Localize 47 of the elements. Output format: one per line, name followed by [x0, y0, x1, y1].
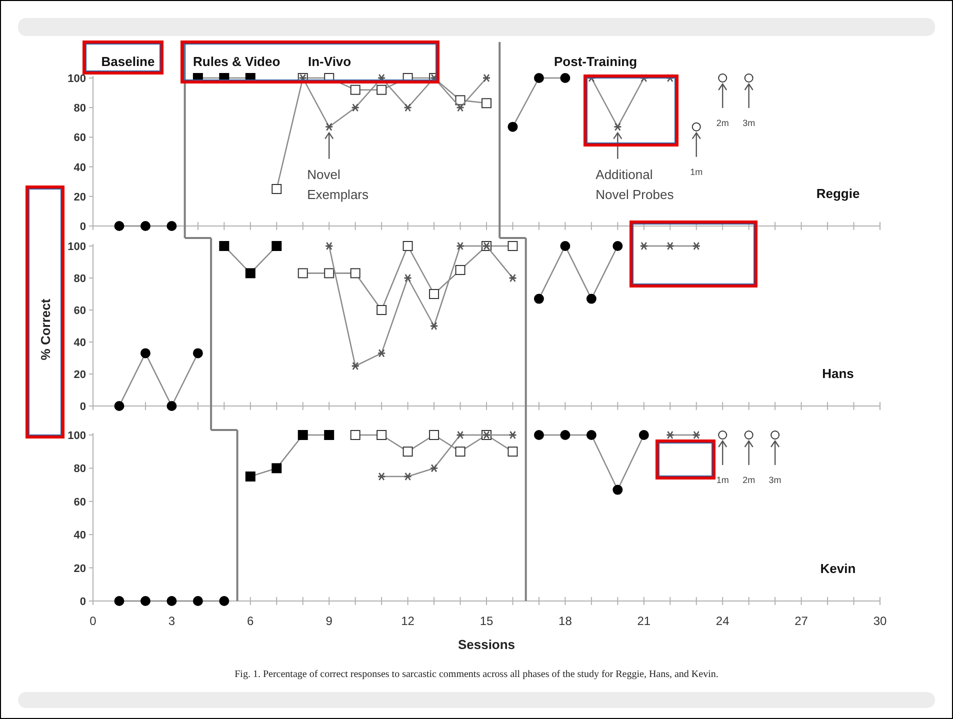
x-tick-label: 3	[168, 614, 176, 628]
text: Kevin	[820, 561, 856, 576]
x-tick-label: 27	[794, 614, 808, 628]
x-tick-label: 18	[558, 614, 572, 628]
annotation: 1m	[716, 475, 729, 485]
text: Reggie	[816, 186, 860, 201]
y-tick-label: 60	[74, 496, 86, 508]
y-tick-label: 0	[80, 596, 86, 608]
y-tick-label: 80	[74, 273, 86, 285]
y-tick-label: 80	[74, 102, 86, 115]
x-axis-title: Sessions	[458, 637, 516, 652]
y-tick-label: 0	[80, 401, 86, 413]
annotation: 3m	[768, 475, 782, 485]
annotation: 2m	[742, 475, 756, 485]
y-tick-label: 80	[74, 463, 86, 476]
annotation: 2m	[716, 118, 729, 128]
annotation: 1m	[690, 166, 703, 177]
x-tick-label: 12	[401, 614, 415, 628]
annotation: 3m	[742, 118, 756, 128]
y-tick-label: 20	[74, 191, 86, 204]
text: Rules & Video	[193, 54, 280, 69]
caption: Fig. 1. Percentage of correct responses to sarcastic comments across all phases of the study for Reggie, Hans, and Kevin.	[234, 669, 718, 680]
x-tick-label: 0	[90, 614, 97, 628]
y-tick-label: 100	[68, 430, 86, 442]
y-tick-label: 40	[74, 162, 86, 174]
text: In-Vivo	[308, 54, 352, 69]
y-tick-label: 60	[74, 132, 86, 144]
y-tick-label: 40	[74, 530, 86, 542]
text: Baseline	[101, 54, 155, 69]
text: Post-Training	[554, 54, 638, 69]
y-axis-title: % Correct	[38, 298, 53, 360]
y-tick-label: 20	[74, 562, 86, 575]
y-tick-label: 20	[74, 369, 86, 381]
y-tick-label: 0	[80, 221, 86, 233]
annotation: Novel Exemplars	[307, 166, 370, 202]
text: Hans	[822, 366, 854, 381]
x-tick-label: 21	[637, 614, 651, 628]
y-tick-label: 40	[74, 337, 86, 349]
x-tick-label: 30	[873, 614, 887, 628]
x-tick-label: 9	[326, 614, 333, 628]
y-tick-label: 100	[68, 241, 86, 253]
y-tick-label: 60	[74, 305, 86, 317]
annotation: Additional Novel Probes	[596, 166, 674, 202]
x-tick-label: 15	[480, 614, 494, 628]
y-tick-label: 100	[68, 73, 86, 85]
x-tick-label: 24	[716, 614, 730, 628]
x-tick-label: 6	[247, 614, 254, 628]
